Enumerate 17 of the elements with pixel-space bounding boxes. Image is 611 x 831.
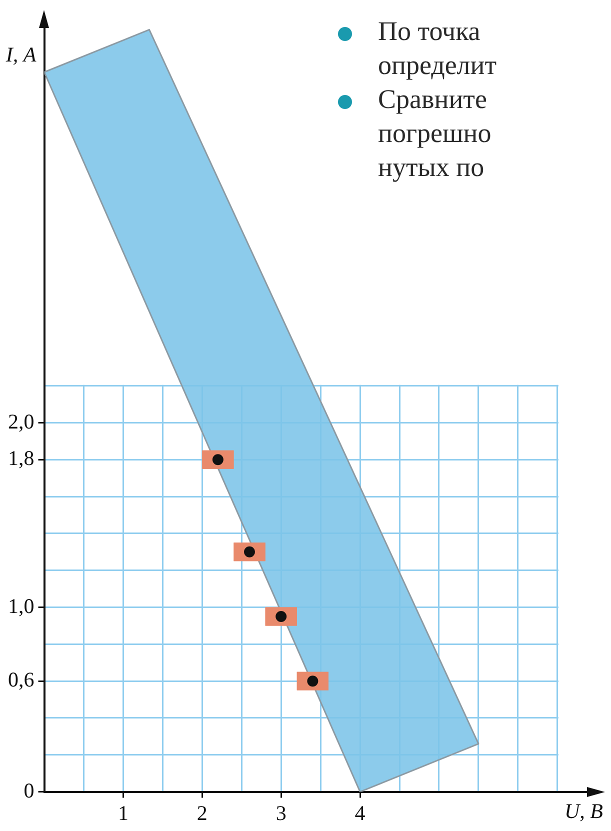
y-tick-label: 1,8 [8,446,34,470]
point [307,676,318,687]
x-tick-label: 4 [354,800,366,825]
y-tick-label: 0,6 [8,668,34,692]
point [244,546,256,558]
x-tick-label: 1 [118,800,128,825]
point [212,454,224,466]
point [276,610,287,622]
annotation: Сравните погрешно нутых по [378,84,492,182]
x-tick-label: 3 [276,800,286,825]
y-tick-label: 2,0 [8,409,34,434]
y-axis-title: I, А [4,42,36,67]
x-axis-title: U, В [564,798,604,823]
annotation: По точка определит [378,16,497,80]
y-tick-label: 0 [24,778,34,802]
y-tick-label: 1,0 [8,594,34,618]
x-tick-label: 2 [196,800,208,825]
